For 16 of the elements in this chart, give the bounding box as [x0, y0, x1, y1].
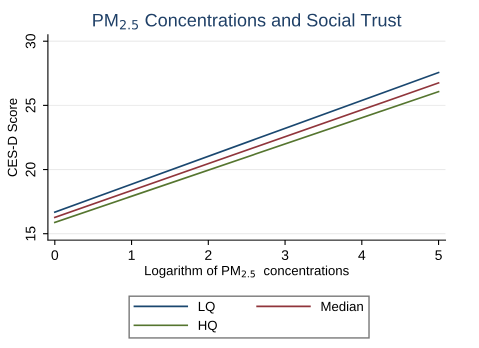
x-tick-label: 5: [435, 250, 442, 260]
x-tick-label: 0: [51, 250, 58, 260]
x-tick-label: 3: [282, 250, 288, 260]
y-tick-label: 25: [26, 98, 36, 112]
x-tick-label: 4: [358, 250, 366, 260]
chart-title: PM$_{2.5}$ Concentrations and Social Trust: [93, 13, 402, 30]
legend-label: Median: [322, 301, 363, 312]
x-axis-title: Logarithm of PM$_{2.5}$ concentrations: [145, 266, 349, 278]
y-axis-title: CES-D Score: [8, 98, 18, 176]
legend-label: LQ: [198, 302, 215, 314]
x-tick-label: 1: [128, 250, 135, 260]
legend-label: HQ: [198, 320, 217, 332]
y-tick-label: 30: [26, 34, 36, 48]
x-tick-label: 2: [205, 250, 212, 260]
y-tick-label: 15: [26, 226, 36, 240]
y-tick-label: 20: [26, 162, 36, 177]
